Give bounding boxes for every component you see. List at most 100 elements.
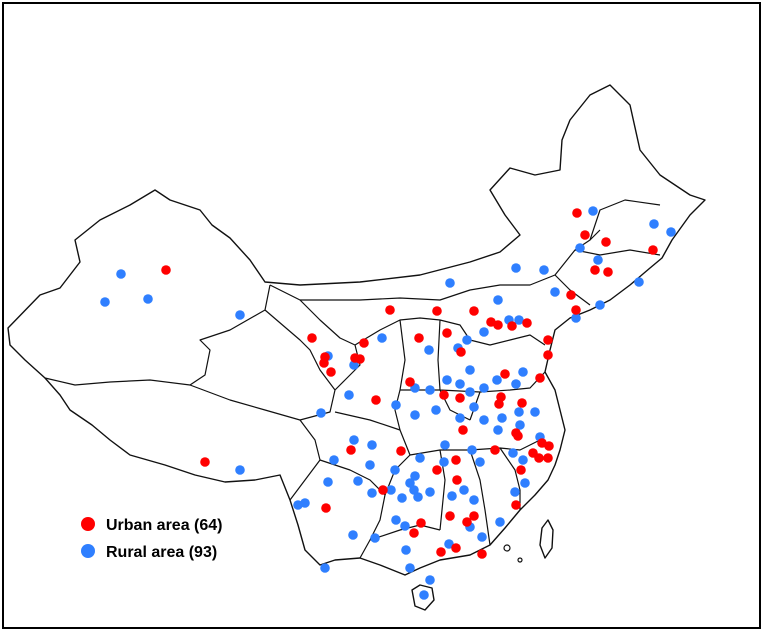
rural-site-marker (467, 445, 477, 455)
rural-site-marker (514, 407, 524, 417)
rural-site-marker (455, 413, 465, 423)
urban-site-marker (359, 338, 369, 348)
rural-site-marker (492, 375, 502, 385)
urban-site-marker (455, 393, 465, 403)
rural-site-marker (571, 313, 581, 323)
rural-site-marker (479, 415, 489, 425)
rural-site-marker (410, 410, 420, 420)
rural-site-marker (508, 448, 518, 458)
rural-site-marker (143, 294, 153, 304)
rural-site-marker (320, 563, 330, 573)
rural-site-marker (425, 575, 435, 585)
urban-site-marker (346, 445, 356, 455)
rural-site-marker (405, 563, 415, 573)
urban-site-marker (161, 265, 171, 275)
legend-rural-label: Rural area (93) (106, 544, 217, 561)
rural-site-marker (391, 515, 401, 525)
urban-site-marker (500, 369, 510, 379)
urban-site-marker (603, 267, 613, 277)
urban-site-marker (544, 441, 554, 451)
rural-site-marker (400, 521, 410, 531)
urban-site-marker (543, 350, 553, 360)
rural-site-marker (329, 455, 339, 465)
rural-site-marker (515, 420, 525, 430)
rural-site-marker (386, 485, 396, 495)
rural-site-marker (419, 590, 429, 600)
rural-site-marker (349, 360, 359, 370)
rural-site-marker (495, 517, 505, 527)
rural-site-marker (391, 400, 401, 410)
border-qinghai (189, 309, 336, 421)
urban-site-marker (543, 335, 553, 345)
rural-site-marker (447, 491, 457, 501)
urban-site-marker (378, 485, 388, 495)
legend-rural-marker (81, 544, 95, 558)
rural-site-marker (367, 488, 377, 498)
legend-urban-label: Urban area (64) (106, 517, 223, 534)
rural-site-marker (477, 532, 487, 542)
rural-site-marker (550, 287, 560, 297)
rural-site-marker (415, 453, 425, 463)
rural-site-marker (439, 457, 449, 467)
urban-site-marker (490, 445, 500, 455)
urban-site-marker (371, 395, 381, 405)
rural-site-marker (100, 297, 110, 307)
urban-site-marker (456, 347, 466, 357)
urban-site-marker (507, 321, 517, 331)
rural-site-marker (425, 385, 435, 395)
rural-site-marker (316, 408, 326, 418)
rural-site-marker (365, 460, 375, 470)
rural-site-marker (593, 255, 603, 265)
rural-site-marker (235, 465, 245, 475)
rural-site-marker (390, 465, 400, 475)
urban-site-marker (543, 453, 553, 463)
rural-site-marker (323, 477, 333, 487)
border-northeast (554, 199, 661, 306)
urban-site-marker (528, 448, 538, 458)
rural-site-marker (425, 487, 435, 497)
urban-site-marker (648, 245, 658, 255)
urban-site-marker (494, 399, 504, 409)
hainan-island (411, 584, 435, 611)
urban-site-marker (451, 455, 461, 465)
rural-site-marker (511, 379, 521, 389)
rural-site-marker (455, 379, 465, 389)
urban-site-marker (432, 465, 442, 475)
urban-site-marker (566, 290, 576, 300)
rural-site-marker (518, 367, 528, 377)
rural-site-marker (444, 539, 454, 549)
urban-site-marker (590, 265, 600, 275)
rural-site-marker (348, 530, 358, 540)
rural-site-marker (431, 405, 441, 415)
taiwan-island (539, 519, 554, 559)
sampling-sites (100, 206, 676, 600)
rural-site-marker (497, 413, 507, 423)
urban-site-marker (416, 518, 426, 528)
rural-site-marker (649, 219, 659, 229)
rural-site-marker (370, 533, 380, 543)
rural-site-marker (459, 485, 469, 495)
urban-site-marker (326, 367, 336, 377)
urban-site-marker (442, 328, 452, 338)
urban-site-marker (405, 377, 415, 387)
urban-site-marker (396, 446, 406, 456)
urban-site-marker (385, 305, 395, 315)
rural-site-marker (634, 277, 644, 287)
urban-site-marker (517, 398, 527, 408)
rural-site-marker (588, 206, 598, 216)
urban-site-marker (462, 517, 472, 527)
urban-site-marker (451, 543, 461, 553)
urban-site-marker (321, 503, 331, 513)
border-southwest (289, 411, 441, 559)
urban-site-marker (469, 306, 479, 316)
urban-site-marker (601, 237, 611, 247)
rural-site-marker (442, 375, 452, 385)
rural-site-marker (293, 500, 303, 510)
legend: Urban area (64) Rural area (93) (81, 517, 223, 561)
province-borders (7, 84, 706, 611)
urban-site-marker (513, 431, 523, 441)
rural-site-marker (409, 485, 419, 495)
rural-site-marker (377, 333, 387, 343)
rural-site-marker (410, 471, 420, 481)
urban-site-marker (522, 318, 532, 328)
